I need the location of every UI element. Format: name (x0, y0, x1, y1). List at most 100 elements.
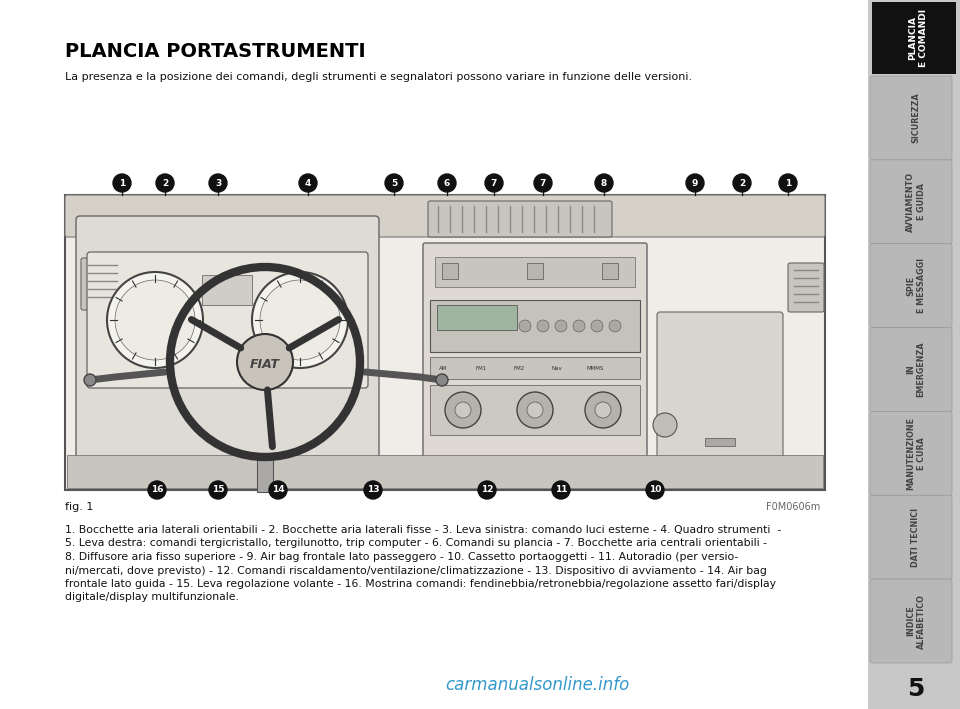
Bar (437, 305, 517, 330)
Bar (872, 2, 956, 74)
Circle shape (534, 174, 552, 192)
FancyBboxPatch shape (65, 195, 825, 237)
Text: MMMS: MMMS (587, 366, 604, 371)
Bar (602, 263, 618, 279)
FancyBboxPatch shape (428, 201, 612, 237)
FancyBboxPatch shape (81, 258, 123, 310)
Text: 8: 8 (601, 179, 607, 187)
Circle shape (527, 402, 543, 418)
Circle shape (686, 174, 704, 192)
Circle shape (260, 280, 340, 360)
Circle shape (733, 174, 751, 192)
Circle shape (779, 174, 797, 192)
Text: 15: 15 (212, 486, 225, 494)
FancyBboxPatch shape (423, 243, 647, 482)
FancyBboxPatch shape (870, 160, 952, 244)
Text: 5. Leva destra: comandi tergicristallo, tergilunotto, trip computer - 6. Comandi: 5. Leva destra: comandi tergicristallo, … (65, 539, 767, 549)
FancyBboxPatch shape (870, 496, 952, 579)
FancyBboxPatch shape (870, 328, 952, 411)
Text: 13: 13 (367, 486, 379, 494)
FancyBboxPatch shape (870, 76, 952, 160)
Circle shape (252, 272, 348, 368)
Bar (430, 385, 640, 435)
Text: FM1: FM1 (475, 366, 487, 371)
Bar (65, 195, 825, 490)
Text: AVVIAMENTO
E GUIDA: AVVIAMENTO E GUIDA (906, 172, 925, 232)
Circle shape (237, 334, 293, 390)
Circle shape (209, 481, 227, 499)
Text: 8. Diffusore aria fisso superiore - 9. Air bag frontale lato passeggero - 10. Ca: 8. Diffusore aria fisso superiore - 9. A… (65, 552, 738, 562)
Text: FM2: FM2 (514, 366, 524, 371)
Circle shape (84, 374, 96, 386)
Bar (430, 357, 640, 379)
Circle shape (609, 320, 621, 332)
Circle shape (595, 402, 611, 418)
FancyBboxPatch shape (76, 216, 379, 479)
FancyBboxPatch shape (87, 252, 368, 388)
Circle shape (646, 481, 664, 499)
Text: 2: 2 (162, 179, 168, 187)
Bar (527, 263, 543, 279)
Text: SPIE
E MESSAGGI: SPIE E MESSAGGI (906, 258, 925, 313)
Text: 11: 11 (555, 486, 567, 494)
Text: carmanualsonline.info: carmanualsonline.info (445, 676, 630, 694)
Circle shape (299, 174, 317, 192)
Bar (67, 455, 823, 488)
Bar (705, 438, 735, 446)
Text: FIAT: FIAT (250, 359, 280, 372)
FancyBboxPatch shape (788, 263, 824, 312)
Circle shape (107, 272, 203, 368)
FancyBboxPatch shape (870, 244, 952, 328)
Circle shape (436, 374, 448, 386)
Circle shape (385, 174, 403, 192)
Text: 3: 3 (215, 179, 221, 187)
Circle shape (364, 481, 382, 499)
Text: 10: 10 (649, 486, 661, 494)
Circle shape (148, 481, 166, 499)
Text: 2: 2 (739, 179, 745, 187)
Circle shape (209, 174, 227, 192)
Text: 6: 6 (444, 179, 450, 187)
Circle shape (555, 320, 567, 332)
Circle shape (519, 320, 531, 332)
Text: 4: 4 (305, 179, 311, 187)
Bar (868, 0, 960, 709)
Text: SICUREZZA: SICUREZZA (911, 93, 921, 143)
Circle shape (653, 413, 677, 437)
Circle shape (517, 392, 553, 428)
Text: 1: 1 (119, 179, 125, 187)
Circle shape (485, 174, 503, 192)
Text: 5: 5 (907, 677, 924, 701)
Text: PLANCIA PORTASTRUMENTI: PLANCIA PORTASTRUMENTI (65, 42, 366, 61)
Text: INDICE
ALFABETICO: INDICE ALFABETICO (906, 593, 925, 649)
Bar (430, 300, 640, 352)
Circle shape (269, 481, 287, 499)
Circle shape (573, 320, 585, 332)
Text: 9: 9 (692, 179, 698, 187)
FancyBboxPatch shape (870, 579, 952, 663)
Circle shape (585, 392, 621, 428)
Text: 1. Bocchette aria laterali orientabili - 2. Bocchette aria laterali fisse - 3. L: 1. Bocchette aria laterali orientabili -… (65, 525, 781, 535)
Bar (257, 457, 273, 492)
FancyBboxPatch shape (870, 411, 952, 496)
Text: frontale lato guida - 15. Leva regolazione volante - 16. Mostrina comandi: fendi: frontale lato guida - 15. Leva regolazio… (65, 579, 776, 589)
Text: 7: 7 (540, 179, 546, 187)
Text: 14: 14 (272, 486, 284, 494)
Circle shape (537, 320, 549, 332)
Bar (442, 263, 458, 279)
Text: 12: 12 (481, 486, 493, 494)
Circle shape (115, 280, 195, 360)
Circle shape (478, 481, 496, 499)
Text: AM: AM (439, 366, 447, 371)
Text: IN
EMERGENZA: IN EMERGENZA (906, 342, 925, 397)
Text: MANUTENZIONE
E CURA: MANUTENZIONE E CURA (906, 417, 925, 490)
Text: digitale/display multifunzionale.: digitale/display multifunzionale. (65, 593, 239, 603)
Text: 7: 7 (491, 179, 497, 187)
Circle shape (113, 174, 131, 192)
Text: 16: 16 (151, 486, 163, 494)
Circle shape (156, 174, 174, 192)
Circle shape (591, 320, 603, 332)
FancyBboxPatch shape (657, 312, 783, 463)
Text: 1: 1 (785, 179, 791, 187)
Circle shape (595, 174, 613, 192)
